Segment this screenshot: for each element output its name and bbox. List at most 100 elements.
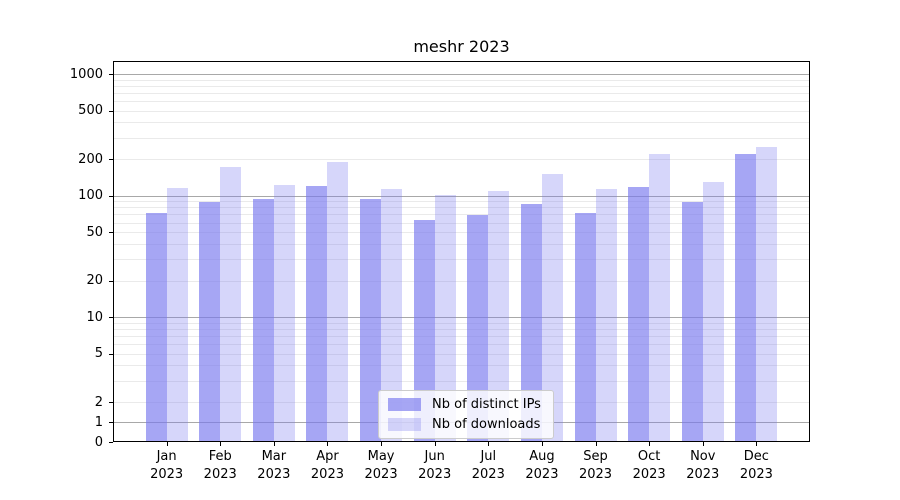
bar-downloads-may — [381, 189, 403, 441]
y-tick-1 — [109, 422, 113, 423]
x-tick-jun — [434, 442, 436, 446]
x-tick-label-dec: Dec 2023 — [724, 448, 788, 484]
grid-line-minor-400 — [114, 122, 809, 124]
y-tick-label-5: 5 — [94, 346, 103, 362]
y-tick-200 — [109, 159, 113, 160]
x-tick-label-jan: Jan 2023 — [135, 448, 199, 484]
grid-line-minor-600 — [114, 101, 809, 103]
grid-line-minor-800 — [114, 85, 809, 87]
x-tick-label-year: 2023 — [632, 467, 666, 482]
y-tick-0 — [109, 442, 113, 443]
grid-line-minor-9 — [114, 322, 809, 324]
grid-line-minor-60 — [114, 222, 809, 224]
chart-title: meshr 2023 — [413, 37, 510, 56]
bar-ips-jun — [413, 219, 435, 441]
grid-line-major-100 — [114, 195, 809, 197]
x-tick-label-year: 2023 — [578, 467, 613, 482]
grid-line-minor-50 — [114, 232, 809, 234]
grid-line-minor-5 — [114, 353, 809, 355]
x-tick-label-year: 2023 — [150, 467, 184, 482]
grid-line-minor-70 — [114, 214, 809, 216]
grid-line-minor-4 — [114, 365, 809, 367]
x-tick-dec — [756, 442, 758, 446]
grid-line-minor-80 — [114, 207, 809, 209]
x-tick-label-nov: Nov 2023 — [671, 448, 735, 484]
bar-ips-may — [360, 198, 382, 441]
grid-line-minor-8 — [114, 328, 809, 330]
x-tick-label-month: Apr — [316, 449, 339, 464]
bar-downloads-apr — [327, 162, 349, 441]
x-tick-label-month: Mar — [261, 449, 287, 464]
legend-swatch-distinct-ips — [388, 398, 421, 411]
grid-line-minor-3 — [114, 380, 809, 382]
y-tick-1000 — [109, 74, 113, 76]
grid-line-minor-30 — [114, 259, 809, 261]
x-tick-label-year: 2023 — [257, 467, 291, 482]
x-tick-label-month: Jul — [480, 449, 497, 464]
x-tick-label-month: May — [367, 449, 395, 464]
x-tick-label-month: Sep — [583, 449, 608, 464]
y-tick-label-50: 50 — [86, 224, 103, 240]
x-tick-label-may: May 2023 — [349, 448, 413, 484]
bar-downloads-oct — [649, 153, 671, 441]
grid-line-minor-6 — [114, 344, 809, 346]
bar-downloads-jun — [434, 194, 456, 441]
legend-item-distinct-ips: Nb of distinct IPs — [388, 397, 541, 412]
x-tick-label-feb: Feb 2023 — [188, 448, 252, 484]
bar-downloads-nov — [702, 182, 724, 441]
bar-ips-jul — [467, 215, 489, 441]
bar-ips-feb — [199, 202, 221, 441]
bar-ips-sep — [574, 212, 596, 441]
x-tick-mar — [273, 442, 275, 446]
x-tick-label-year: 2023 — [310, 467, 344, 482]
x-tick-label-jun: Jun 2023 — [403, 448, 467, 484]
bar-downloads-sep — [595, 188, 617, 441]
grid-line-minor-700 — [114, 92, 809, 94]
x-tick-label-aug: Aug 2023 — [510, 448, 574, 484]
x-tick-label-month: Dec — [743, 449, 769, 464]
bar-ips-mar — [252, 198, 274, 441]
x-tick-label-jul: Jul 2023 — [456, 448, 520, 484]
x-tick-jan — [166, 442, 168, 446]
y-tick-label-0: 0 — [94, 434, 103, 450]
grid-line-minor-300 — [114, 137, 809, 139]
x-tick-label-year: 2023 — [471, 467, 505, 482]
bar-ips-jan — [145, 212, 167, 441]
x-tick-apr — [327, 442, 329, 446]
legend-item-downloads: Nb of downloads — [388, 417, 541, 432]
x-tick-label-month: Aug — [529, 449, 555, 464]
x-tick-may — [381, 442, 383, 446]
bar-downloads-jul — [488, 190, 510, 441]
bar-downloads-mar — [273, 184, 295, 441]
y-tick-2 — [109, 402, 113, 403]
bar-ips-nov — [681, 202, 703, 441]
bar-ips-dec — [735, 154, 757, 441]
bar-downloads-aug — [541, 174, 563, 441]
bar-downloads-jan — [166, 187, 188, 441]
grid-line-minor-200 — [114, 159, 809, 160]
y-tick-5 — [109, 353, 113, 355]
legend-label-downloads: Nb of downloads — [432, 417, 541, 432]
y-tick-500 — [109, 110, 113, 112]
y-tick-100 — [109, 195, 113, 197]
y-tick-label-10: 10 — [86, 309, 103, 325]
grid-line-minor-40 — [114, 243, 809, 245]
bar-ips-apr — [306, 185, 328, 441]
x-tick-label-year: 2023 — [739, 467, 773, 482]
x-tick-label-sep: Sep 2023 — [564, 448, 628, 484]
y-tick-label-1000: 1000 — [69, 66, 103, 82]
y-tick-label-1: 1 — [94, 414, 103, 430]
x-tick-label-year: 2023 — [203, 467, 237, 482]
x-tick-label-year: 2023 — [525, 467, 559, 482]
x-tick-label-year: 2023 — [364, 467, 398, 482]
grid-line-minor-900 — [114, 79, 809, 81]
x-tick-label-month: Jan — [156, 449, 177, 464]
bar-ips-aug — [520, 203, 542, 441]
x-tick-feb — [220, 442, 222, 446]
x-tick-sep — [595, 442, 597, 446]
y-tick-label-100: 100 — [78, 188, 103, 204]
grid-line-minor-20 — [114, 280, 809, 282]
grid-line-minor-7 — [114, 335, 809, 337]
y-tick-label-500: 500 — [78, 103, 103, 119]
x-tick-aug — [541, 442, 543, 446]
